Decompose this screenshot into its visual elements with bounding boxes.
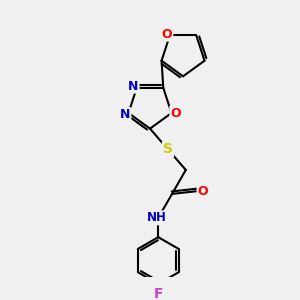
Text: N: N — [120, 108, 130, 121]
Text: S: S — [163, 142, 173, 156]
Text: O: O — [162, 28, 172, 40]
Text: O: O — [170, 106, 181, 119]
Text: F: F — [154, 287, 163, 300]
Text: N: N — [128, 80, 139, 93]
Text: O: O — [198, 185, 208, 198]
Text: NH: NH — [147, 212, 167, 224]
